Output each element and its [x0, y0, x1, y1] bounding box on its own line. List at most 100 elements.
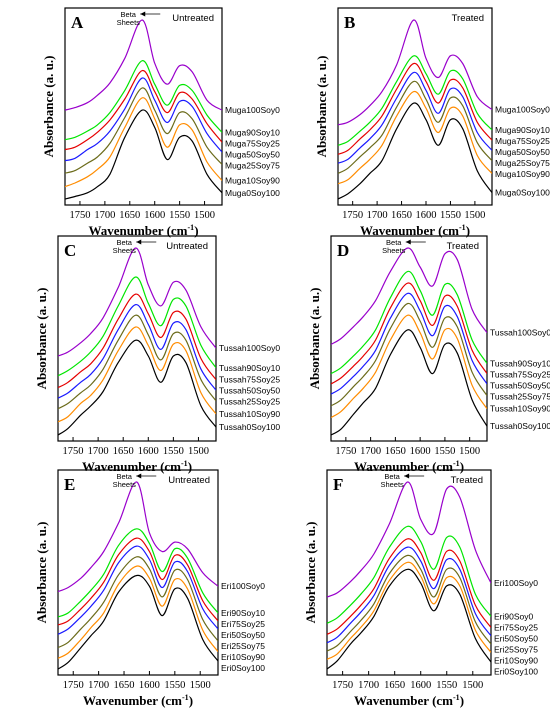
series-line — [65, 109, 222, 200]
series-line — [65, 87, 222, 174]
x-tick-label: 1700 — [360, 446, 381, 457]
beta-sheets-label: Beta — [121, 10, 137, 19]
panel-f: F Treated 1750 1700 1650 1600 1550 1500 Wavenumb… — [303, 469, 538, 708]
beta-arrow-head — [136, 239, 142, 245]
beta-sheets-label: Beta — [384, 472, 400, 481]
beta-arrow-head — [140, 11, 146, 17]
x-tick-label: 1500 — [464, 210, 485, 221]
series-label: Muga10Soy90 — [495, 169, 550, 179]
x-axis-title: Wavenumber (cm-1) — [82, 459, 192, 474]
beta-sheets-label: Sheets — [113, 246, 137, 255]
series-line — [58, 545, 218, 635]
series-line — [327, 561, 491, 660]
x-tick-label: 1600 — [416, 210, 437, 221]
series-label: Eri90Soy10 — [221, 608, 265, 618]
x-tick-label: 1750 — [332, 680, 353, 691]
beta-sheets-label: Sheets — [380, 480, 404, 489]
series-label: Tussah100Soy0 — [490, 328, 550, 338]
series-label: Tussah10Soy90 — [219, 409, 280, 419]
y-axis-title: Absorbance (a. u.) — [34, 288, 49, 390]
series-line — [338, 62, 492, 155]
y-axis-title: Absorbance (a. u.) — [34, 522, 49, 624]
x-axis-title: Wavenumber (cm-1) — [354, 693, 464, 708]
series-label: Eri25Soy75 — [494, 644, 538, 654]
series-label: Tussah90Soy10 — [219, 363, 280, 373]
series-line — [338, 90, 492, 185]
x-tick-label: 1500 — [459, 446, 480, 457]
series-label: Muga90Soy10 — [495, 125, 550, 135]
series-label: Muga75Soy25 — [495, 136, 550, 146]
x-tick-label: 1650 — [391, 210, 412, 221]
series-line — [331, 270, 487, 375]
series-line — [327, 554, 491, 652]
series-label: Tussah100Soy0 — [219, 343, 280, 353]
x-tick-label: 1750 — [63, 446, 84, 457]
x-tick-label: 1650 — [113, 446, 134, 457]
x-tick-label: 1500 — [188, 446, 209, 457]
x-tick-label: 1700 — [367, 210, 388, 221]
series-label: Tussah0Soy100 — [219, 422, 280, 432]
panel-letter: C — [64, 241, 76, 260]
beta-sheets-label: Sheets — [117, 18, 141, 27]
x-tick-label: 1700 — [358, 680, 379, 691]
series-line — [331, 314, 487, 419]
panel-letter: D — [337, 241, 349, 260]
x-tick-label: 1500 — [194, 210, 215, 221]
series-label: Muga25Soy75 — [225, 160, 280, 170]
panel-e: E Untreated 1750 1700 1650 1600 1550 1500 Wavenu… — [34, 469, 265, 708]
y-axis-title: Absorbance (a. u.) — [314, 56, 329, 158]
series-line — [338, 55, 492, 146]
series-label: Tussah90Soy10 — [490, 358, 550, 368]
condition-label: Treated — [451, 475, 483, 486]
plot-frame — [330, 235, 488, 442]
beta-sheets-label: Sheets — [382, 246, 406, 255]
beta-sheets-label: Beta — [117, 238, 133, 247]
series-label: Eri90Soy0 — [494, 611, 533, 621]
series-label: Muga100Soy0 — [495, 105, 550, 115]
condition-label: Untreated — [166, 241, 208, 252]
series-line — [58, 304, 216, 399]
x-tick-label: 1650 — [385, 446, 406, 457]
series-label: Eri25Soy75 — [221, 641, 265, 651]
series-label: Tussah75Soy25 — [490, 369, 550, 379]
series-line — [338, 71, 492, 164]
series-line — [58, 528, 218, 618]
x-tick-label: 1600 — [410, 680, 431, 691]
x-tick-label: 1500 — [462, 680, 483, 691]
series-label: Muga0Soy100 — [225, 188, 280, 198]
beta-arrow-head — [404, 473, 410, 479]
series-label: Eri75Soy25 — [494, 622, 538, 632]
beta-sheets-label: Beta — [117, 472, 133, 481]
panel-c: C Untreated 1750 1700 1650 1600 1550 1500 Wavenu… — [34, 235, 280, 474]
series-label: Eri50Soy50 — [494, 633, 538, 643]
series-label: Eri100Soy0 — [221, 581, 265, 591]
series-label: Tussah0Soy100 — [490, 421, 550, 431]
panel-letter: F — [333, 475, 343, 494]
x-axis-title: Wavenumber (cm-1) — [88, 223, 198, 238]
series-label: Eri0Soy100 — [494, 666, 538, 676]
series-line — [338, 102, 492, 200]
series-label: Eri10Soy90 — [221, 652, 265, 662]
series-label: Muga50Soy50 — [225, 149, 280, 159]
series-line — [331, 329, 487, 436]
series-line — [65, 77, 222, 162]
panel-letter: B — [344, 13, 355, 32]
series-line — [58, 537, 218, 626]
series-label: Muga100Soy0 — [225, 105, 280, 115]
series-label: Muga25Soy75 — [495, 158, 550, 168]
series-label: Tussah25Soy75 — [490, 391, 550, 401]
series-line — [58, 481, 218, 593]
series-line — [327, 538, 491, 635]
series-label: Eri100Soy0 — [494, 578, 538, 588]
series-line — [331, 302, 487, 407]
series-line — [65, 97, 222, 188]
beta-sheets-label: Sheets — [113, 480, 137, 489]
x-tick-label: 1550 — [169, 210, 190, 221]
series-line — [331, 292, 487, 395]
beta-sheets-label: Beta — [386, 238, 402, 247]
x-tick-label: 1550 — [436, 680, 457, 691]
x-axis-title: Wavenumber (cm-1) — [354, 459, 464, 474]
series-line — [331, 282, 487, 385]
panel-a: A Untreated 1750 1700 1650 1600 1550 1500 Wavenu… — [41, 7, 280, 238]
